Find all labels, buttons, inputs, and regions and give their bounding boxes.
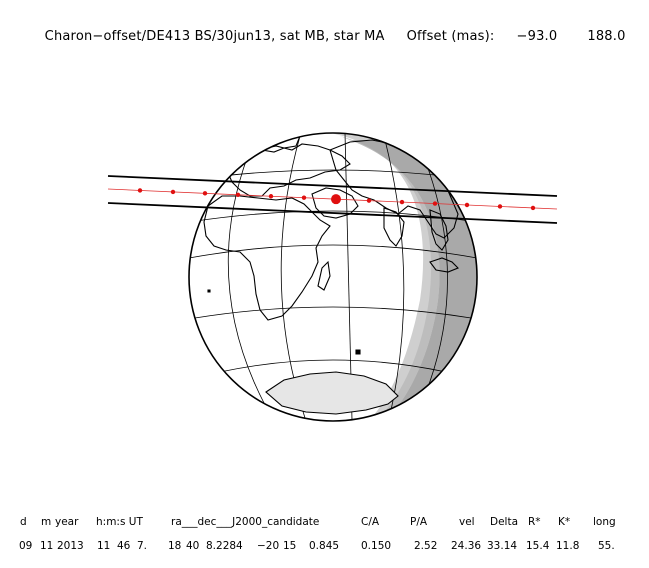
value-vel: 24.36 xyxy=(451,540,482,552)
track-time-markers xyxy=(137,188,536,211)
time-marker-dot xyxy=(464,202,470,208)
value-long: 55. xyxy=(598,540,615,552)
event-table-values: 09 11 2013 11 46 7. 18 40 8.2284 −20 15 … xyxy=(0,540,649,554)
plot-header: Charon−offset/DE413 BS/30jun13, sat MB, … xyxy=(36,14,626,44)
plot-title: Charon−offset/DE413 BS/30jun13, sat MB, … xyxy=(44,29,385,44)
value-hour: 11 xyxy=(97,540,111,552)
time-marker-dot xyxy=(170,189,176,195)
value-month: 11 xyxy=(40,540,54,552)
track-north-limit xyxy=(107,175,558,197)
value-dec-seconds: 0.845 xyxy=(309,540,340,552)
madagascar-coastline xyxy=(317,260,331,291)
value-k-star: 11.8 xyxy=(556,540,580,552)
europe-coastline xyxy=(225,143,351,197)
southeast-asia-coastline xyxy=(429,209,449,251)
time-marker-dot xyxy=(497,204,503,209)
column-header: m xyxy=(41,516,52,528)
value-second: 7. xyxy=(137,540,148,552)
column-header: year xyxy=(55,516,79,528)
central-instant-marker xyxy=(331,194,341,205)
column-header: h:m:s UT xyxy=(96,516,143,528)
shadow-track xyxy=(107,175,558,224)
value-year: 2013 xyxy=(57,540,84,552)
globe-outline xyxy=(188,132,478,422)
time-marker-dot xyxy=(202,191,208,196)
time-marker-dot xyxy=(268,194,274,199)
column-header: d xyxy=(20,516,27,528)
latitude-line xyxy=(189,244,477,259)
time-marker-dot xyxy=(235,192,241,197)
island-coastline xyxy=(207,289,211,293)
africa-coastline xyxy=(203,195,331,321)
night-shading xyxy=(330,133,477,420)
island-coastline xyxy=(355,349,361,355)
meridian-line xyxy=(227,149,266,406)
night-region xyxy=(350,140,477,410)
column-header: long xyxy=(593,516,616,528)
value-ra-minutes: 40 xyxy=(186,540,200,552)
value-pa: 2.52 xyxy=(414,540,438,552)
value-ra-seconds: 8.2284 xyxy=(206,540,243,552)
column-header: vel xyxy=(459,516,475,528)
column-header: K* xyxy=(558,516,571,528)
value-dec-degrees: −20 xyxy=(257,540,280,552)
antarctica-coastline xyxy=(265,371,399,415)
offset-x-value: −93.0 xyxy=(516,29,558,44)
column-header: Delta xyxy=(490,516,519,528)
time-marker-dot xyxy=(432,201,438,206)
value-delta: 33.14 xyxy=(487,540,518,552)
column-header: R* xyxy=(528,516,541,528)
value-ca: 0.150 xyxy=(361,540,392,552)
meridian-line xyxy=(384,139,405,416)
latitude-line xyxy=(194,306,472,319)
time-marker-dot xyxy=(301,195,307,200)
track-south-limit xyxy=(107,202,558,224)
time-marker-dot xyxy=(137,188,143,193)
value-r-star: 15.4 xyxy=(526,540,550,552)
column-header: P/A xyxy=(410,516,428,528)
india-coastline xyxy=(383,207,405,247)
time-marker-dot xyxy=(399,199,405,205)
column-header: ra___dec___J2000_candidate xyxy=(171,516,320,528)
offset-y-value: 188.0 xyxy=(587,29,626,44)
value-ra-hours: 18 xyxy=(168,540,182,552)
offset-label: Offset (mas): xyxy=(406,29,495,44)
time-marker-dot xyxy=(366,198,372,203)
coastlines xyxy=(203,133,459,415)
event-table-header: d m year h:m:s UT ra___dec___J2000_candi… xyxy=(0,516,649,530)
column-header: C/A xyxy=(361,516,380,528)
time-marker-dot xyxy=(530,205,536,211)
value-day: 09 xyxy=(19,540,33,552)
value-dec-minutes: 15 xyxy=(283,540,297,552)
indonesia-coastline xyxy=(429,257,459,273)
value-minute: 46 xyxy=(117,540,131,552)
